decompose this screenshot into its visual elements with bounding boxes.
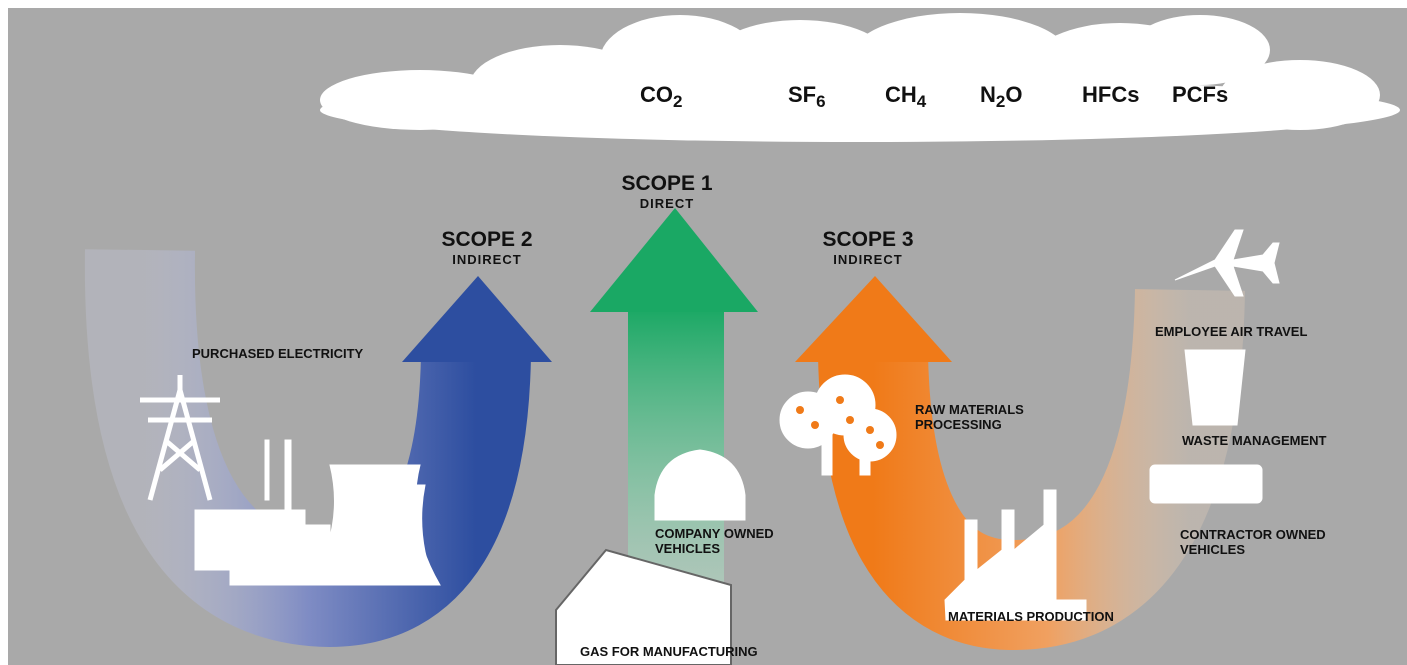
label-line: GAS FOR MANUFACTURING (580, 644, 758, 659)
label-line: PROCESSING (915, 417, 1002, 432)
gas: HFCs (1082, 82, 1139, 107)
gas-sub: 4 (917, 92, 927, 111)
label-line: VEHICLES (655, 541, 720, 556)
label-line: MATERIALS PRODUCTION (948, 609, 1114, 624)
scope-subtitle: INDIRECT (833, 252, 902, 267)
icons (140, 229, 1280, 665)
label-line: PURCHASED ELECTRICITY (192, 346, 364, 361)
label: MATERIALS PRODUCTION (948, 609, 1114, 624)
label: CONTRACTOR OWNED VEHICLES (1180, 527, 1326, 557)
gas-base: N (980, 82, 996, 107)
gas-base: HFCs (1082, 82, 1139, 107)
gas-sub: 6 (816, 92, 825, 111)
gas-sub: 2 (996, 92, 1005, 111)
label-line: COMPANY OWNED (655, 526, 774, 541)
gases: CO2 SF6 CH4 N2O HFCs PCFs (640, 82, 1228, 111)
scope-title: SCOPE 2 (441, 228, 532, 251)
label-line: WASTE MANAGEMENT (1182, 433, 1327, 448)
gas-base: PCFs (1172, 82, 1228, 107)
label: PURCHASED ELECTRICITY (192, 346, 364, 361)
label: GAS FOR MANUFACTURING (580, 644, 758, 659)
cloud (320, 13, 1400, 142)
gas: N2O (980, 82, 1022, 111)
gas-rest: O (1005, 82, 1022, 107)
gas-base: SF (788, 82, 816, 107)
gas-sub: 2 (673, 92, 682, 111)
gas: CO2 (640, 82, 682, 111)
scope-title: SCOPE 3 (822, 228, 913, 251)
label-line: CONTRACTOR OWNED (1180, 527, 1326, 542)
label-line: RAW MATERIALS (915, 402, 1024, 417)
gas: CH4 (885, 82, 927, 111)
label: COMPANY OWNED VEHICLES (655, 526, 774, 556)
gas: SF6 (788, 82, 826, 111)
scope-subtitle: INDIRECT (452, 252, 521, 267)
gas-base: CH (885, 82, 917, 107)
label: EMPLOYEE AIR TRAVEL (1155, 324, 1307, 339)
scope-title: SCOPE 1 (621, 172, 712, 195)
label: RAW MATERIALS PROCESSING (915, 402, 1024, 432)
scope-subtitle: DIRECT (640, 196, 694, 211)
gas-base: CO (640, 82, 673, 107)
label-line: EMPLOYEE AIR TRAVEL (1155, 324, 1307, 339)
label: WASTE MANAGEMENT (1182, 433, 1327, 448)
fruit (796, 396, 884, 449)
gas: PCFs (1172, 82, 1228, 107)
label-line: VEHICLES (1180, 542, 1245, 557)
